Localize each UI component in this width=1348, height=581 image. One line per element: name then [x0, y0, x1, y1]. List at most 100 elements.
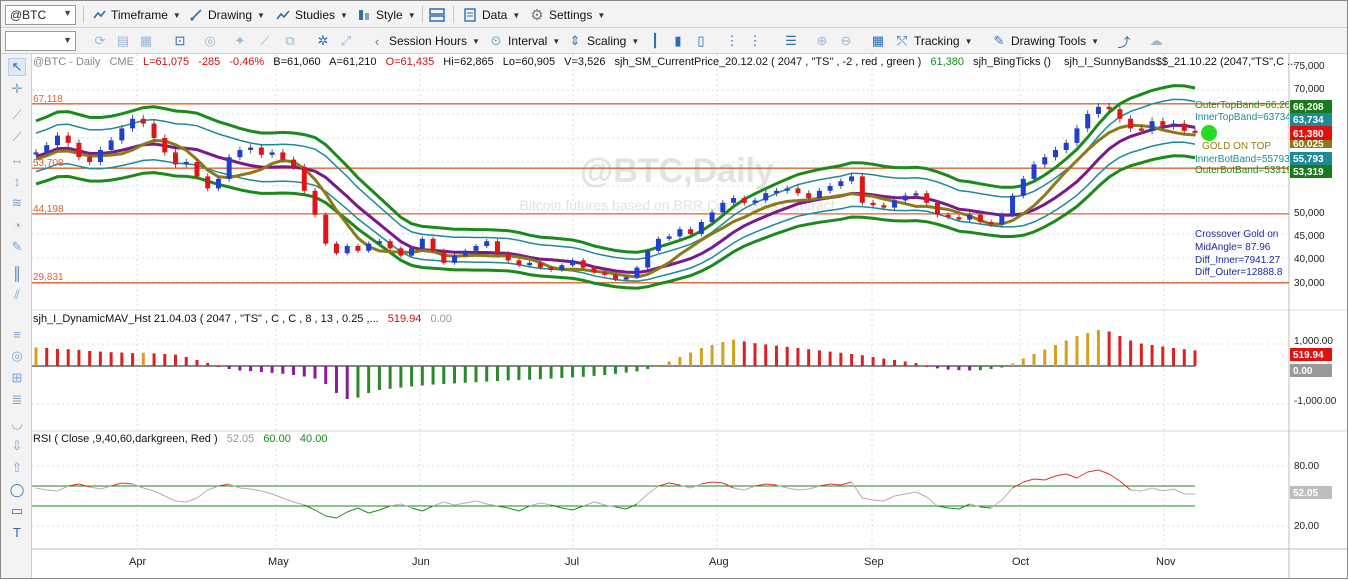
rsi-segment	[819, 483, 831, 487]
layout-toggle[interactable]	[429, 5, 449, 25]
gold-on-top-dot	[1201, 125, 1217, 141]
rsi-segment	[1066, 473, 1078, 479]
cycle-icon[interactable]: ◔	[13, 217, 21, 233]
price-bar	[988, 222, 994, 225]
hist-bar	[753, 343, 757, 366]
hist-bar	[925, 366, 929, 367]
workspace-combo[interactable]: ▼	[5, 31, 76, 51]
arc-icon[interactable]: ◡	[11, 416, 23, 431]
trendline-icon[interactable]: ⟋	[12, 107, 22, 122]
rsi-segment	[851, 481, 863, 499]
x-tick: Sep	[864, 556, 884, 568]
rsi-segment	[508, 507, 520, 512]
price-bar	[784, 188, 790, 191]
arrow-up-icon[interactable]: ⇧	[11, 460, 23, 475]
fib-icon[interactable]: ≋	[11, 195, 23, 210]
candle-icon[interactable]: ▮	[674, 33, 682, 48]
rsi-segment	[776, 484, 788, 489]
chart-svg[interactable]: @BTC,Daily Bitcoin futures based on BRR …	[32, 54, 1347, 578]
price-bar	[87, 157, 93, 162]
hist-bar	[324, 366, 328, 384]
target-icon[interactable]: ◎	[204, 33, 216, 48]
horizontal-line-icon[interactable]: ↔	[10, 151, 24, 167]
rsi-segment	[529, 502, 541, 507]
rsi-segment	[1162, 488, 1174, 492]
vertical-line-icon[interactable]: ↕	[13, 173, 21, 189]
rsi-segment	[465, 500, 477, 504]
list-icon[interactable]: ≡	[13, 326, 21, 342]
data-window-icon[interactable]: ▦	[871, 33, 885, 48]
ellipse-icon[interactable]: ◯	[9, 482, 25, 497]
levels-icon[interactable]: ≣	[11, 392, 23, 407]
expand-bars-icon[interactable]: ⋮	[748, 33, 762, 48]
session-hours-menu[interactable]: ‹ Session Hours ▼	[369, 31, 480, 51]
hist-title: sjh_I_DynamicMAV_Hst 21.04.03 ( 2047 , "…	[33, 313, 379, 325]
rsi-segment	[314, 509, 326, 517]
line-chart-icon[interactable]: ⟋	[260, 33, 270, 48]
drawing-tools-menu[interactable]: ✎ Drawing Tools ▼	[991, 31, 1100, 51]
scaling-menu[interactable]: ⇕ Scaling ▼	[567, 31, 640, 51]
arrow-down-icon[interactable]: ⇩	[11, 438, 23, 453]
cloud-icon[interactable]: ☁	[1149, 33, 1163, 48]
spiral-icon[interactable]: ◎	[11, 348, 23, 363]
axis-badge-hist: 519.94	[1293, 350, 1324, 361]
zoom-in-icon[interactable]: ⊕	[816, 33, 828, 48]
bars-tool-icon[interactable]: ║	[12, 265, 22, 281]
menu-timeframe[interactable]: Timeframe ▼	[91, 5, 181, 25]
channel-icon[interactable]: ⫽	[14, 287, 20, 302]
rsi-value: 52.05	[227, 433, 255, 445]
menu-studies[interactable]: Studies ▼	[275, 5, 348, 25]
hist-bar	[367, 366, 371, 393]
grid-lines-icon[interactable]: ⊞	[11, 370, 23, 385]
chevron-down-icon[interactable]: ▼	[63, 8, 72, 18]
hist-bar	[1086, 333, 1090, 366]
hist-bar	[656, 366, 660, 367]
pencil-icon[interactable]: ✎	[11, 239, 23, 254]
hist-bar	[592, 366, 596, 376]
hist-bar	[495, 366, 499, 381]
candle-outline-icon[interactable]: ▯	[697, 33, 705, 48]
menu-label: Style	[376, 8, 403, 22]
rectangle-icon[interactable]: ▭	[10, 503, 24, 518]
price-bar	[698, 222, 704, 234]
price-bar	[677, 229, 683, 237]
rsi-segment	[690, 483, 702, 489]
hist-bar	[420, 366, 424, 386]
menu-label: Scaling	[587, 34, 627, 48]
header-bid: B=61,060	[273, 56, 320, 68]
gear-icon[interactable]: ✲	[317, 33, 329, 48]
pointer-icon[interactable]: ↖	[8, 58, 26, 76]
symbol-input[interactable]: @BTC ▼	[5, 5, 76, 25]
crosshair-icon[interactable]: ✦	[234, 33, 246, 48]
refresh-icon[interactable]: ⟳	[94, 33, 106, 48]
interval-menu[interactable]: ⏲ Interval ▼	[488, 31, 560, 51]
area-icon[interactable]: ⧉	[285, 33, 295, 48]
text-icon[interactable]: T	[13, 524, 21, 540]
bars-icon[interactable]: ┃	[651, 33, 659, 48]
chart-props-icon[interactable]: ▤	[116, 33, 130, 48]
crosshair-tool-icon[interactable]: ✛	[11, 81, 23, 96]
compress-bars-icon[interactable]: ⋮	[725, 33, 739, 48]
grid-icon[interactable]: ▦	[139, 33, 153, 48]
style-icon	[356, 7, 372, 23]
axis-badge-inner-bot: 55,793	[1293, 154, 1324, 165]
menu-drawing[interactable]: Drawing ▼	[188, 5, 265, 25]
menu-style[interactable]: Style ▼	[356, 5, 416, 25]
expand-icon[interactable]: ⤢	[340, 33, 352, 48]
hist-bar	[581, 366, 585, 377]
hist-bar	[410, 366, 414, 387]
ray-icon[interactable]: ⟋	[12, 129, 22, 144]
zoom-out-icon[interactable]: ⊖	[840, 33, 852, 48]
menu-data[interactable]: Data ▼	[462, 5, 520, 25]
chart-area[interactable]: @BTC,Daily Bitcoin futures based on BRR …	[32, 54, 1347, 578]
rsi-segment	[357, 507, 369, 514]
trend-icon[interactable]: ⤴	[1117, 34, 1131, 50]
price-bar	[76, 142, 82, 158]
tracking-menu[interactable]: ⤲ Tracking ▼	[894, 31, 973, 51]
hist-bar	[141, 352, 145, 366]
zoom-window-icon[interactable]: ⊡	[174, 33, 186, 48]
chevron-down-icon[interactable]: ▼	[63, 35, 72, 45]
menu-settings[interactable]: ⚙ Settings ▼	[530, 7, 606, 24]
panes-icon[interactable]: ☰	[785, 33, 797, 48]
hist-bar	[732, 339, 736, 366]
